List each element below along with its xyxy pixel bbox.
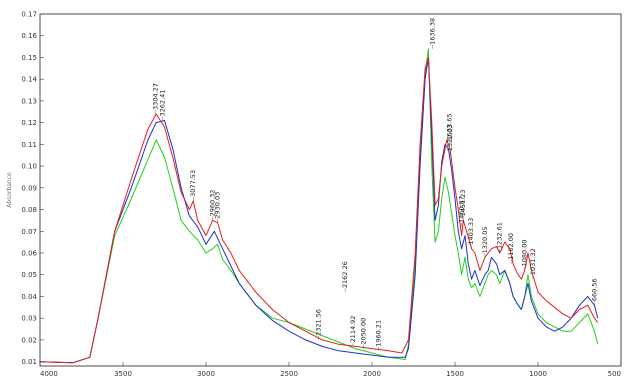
peak-label: 3262.41: [159, 90, 167, 117]
x-tick-label: 1500: [446, 370, 464, 378]
y-tick-label: 0.10: [21, 163, 37, 171]
peak-label: 2960.32: [209, 190, 217, 217]
x-tick-label: 500: [608, 370, 621, 378]
y-tick-label: 0.09: [21, 184, 37, 192]
peak-label: 1451.23: [459, 190, 467, 217]
peak-label: 2162.26: [341, 261, 349, 288]
peak-label: 1636.38: [428, 18, 436, 45]
x-axis-ticks: 4000 3500 3000 2500 2000 1500 1000 500: [39, 362, 622, 378]
y-tick-label: 0.15: [21, 54, 37, 62]
peak-label: 1960.21: [375, 320, 383, 347]
peak-label: 1529.03: [446, 124, 454, 151]
y-tick-label: 0.13: [21, 97, 37, 105]
x-tick-label: 2500: [280, 370, 298, 378]
peak-label: 1533.65: [446, 113, 454, 140]
y-tick-label: 0.11: [21, 141, 37, 149]
peak-label: 2114.92: [349, 316, 357, 343]
y-axis-ticks: 0.01 0.02 0.03 0.04 0.05 0.06 0.07 0.08 0.09 0.10…: [21, 11, 44, 366]
peak-label: 1403.33: [467, 218, 475, 245]
y-tick-label: 0.06: [21, 250, 37, 258]
peak-label: 3304.27: [152, 83, 160, 110]
y-tick-label: 0.12: [21, 119, 37, 127]
x-tick-label: 3500: [114, 370, 132, 378]
plot-area: [39, 13, 622, 367]
y-tick-label: 0.01: [21, 358, 37, 366]
x-tick-label: 3000: [197, 370, 215, 378]
peak-label: 660.56: [590, 278, 598, 301]
peak-label: 2930.03: [214, 192, 222, 219]
y-tick-label: 0.07: [21, 228, 37, 236]
y-tick-label: 0.14: [21, 76, 37, 84]
series-line-1: [39, 57, 599, 364]
y-tick-label: 0.04: [21, 293, 37, 301]
peak-label: 1460.87: [458, 196, 466, 223]
x-tick-label: 2000: [363, 370, 381, 378]
y-tick-label: 0.05: [21, 271, 37, 279]
x-tick-label: 1000: [529, 370, 547, 378]
peak-label: 1162.00: [507, 233, 515, 260]
y-tick-label: 0.03: [21, 315, 37, 323]
y-tick-label: 0.16: [21, 32, 37, 40]
peak-label: 1232.61: [495, 222, 503, 249]
series-layer: [39, 48, 599, 364]
peak-label: 2050.00: [360, 318, 368, 345]
x-tick-label: 4000: [40, 370, 58, 378]
y-tick-label: 0.02: [21, 336, 37, 344]
peak-label: 1320.05: [481, 226, 489, 253]
y-tick-label: 0.17: [21, 11, 37, 19]
peak-label: 1031.32: [529, 248, 537, 275]
y-tick-label: 0.08: [21, 206, 37, 214]
series-line-0: [39, 57, 599, 364]
peak-label: 2321.56: [315, 309, 323, 336]
peak-label: 1080.00: [521, 240, 529, 267]
peak-label: 3077.53: [189, 170, 197, 197]
y-axis-label: Absorbance: [6, 172, 13, 208]
